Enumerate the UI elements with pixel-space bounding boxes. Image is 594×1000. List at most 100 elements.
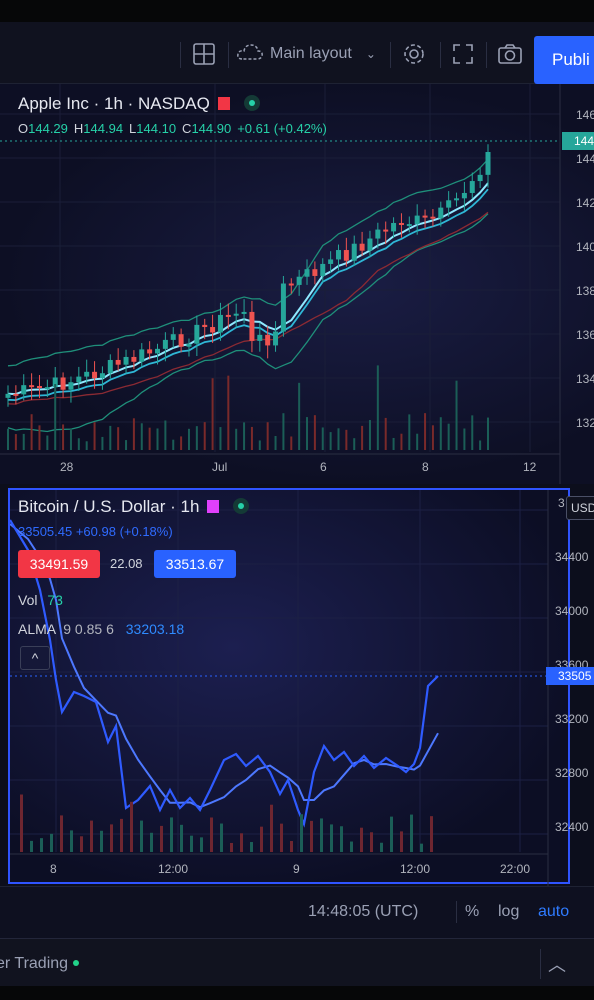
volume-bar bbox=[240, 833, 243, 852]
volume-bar bbox=[310, 820, 313, 852]
time-axis-label: 12:00 bbox=[158, 862, 189, 876]
volume-bar bbox=[132, 418, 135, 450]
bollinger-upper-band bbox=[7, 158, 489, 367]
cloud-icon bbox=[236, 42, 264, 67]
volume-bar bbox=[70, 830, 73, 852]
flag-icon[interactable] bbox=[207, 500, 220, 513]
volume-bar bbox=[80, 836, 83, 852]
candle-body bbox=[178, 334, 184, 347]
volume-label: Vol bbox=[18, 592, 38, 608]
volume-indicator-legend[interactable]: Vol 73 bbox=[18, 592, 63, 608]
candle-body bbox=[265, 334, 271, 346]
utc-clock[interactable]: 14:48:05 (UTC) bbox=[308, 903, 419, 920]
ohlc-key: H bbox=[73, 121, 84, 136]
candle-body bbox=[257, 334, 263, 341]
alma-value: 33203.18 bbox=[125, 621, 185, 637]
medium-moving-average-line bbox=[7, 188, 489, 402]
volume-bar bbox=[350, 841, 353, 852]
volume-bar bbox=[408, 414, 411, 450]
volume-bar bbox=[235, 428, 238, 450]
price-axis-label: 32400 bbox=[555, 820, 589, 834]
chevron-up-icon[interactable]: ︿ bbox=[548, 955, 566, 975]
candle-body bbox=[398, 222, 404, 225]
candle-body bbox=[391, 222, 397, 232]
volume-bar bbox=[320, 818, 323, 852]
candle-body bbox=[304, 269, 310, 277]
camera-icon[interactable] bbox=[494, 38, 526, 70]
volume-bar bbox=[140, 820, 143, 852]
candle-body bbox=[328, 259, 334, 264]
volume-bar bbox=[298, 382, 301, 450]
toolbar-separator bbox=[440, 42, 441, 68]
candle-body bbox=[320, 263, 326, 276]
candle-body bbox=[139, 349, 145, 362]
bitcoin-chart-canvas[interactable] bbox=[10, 490, 572, 886]
volume-bar bbox=[156, 428, 159, 450]
volume-bar bbox=[410, 814, 413, 852]
volume-bar bbox=[120, 818, 123, 852]
candle-body bbox=[249, 311, 255, 341]
candle-body bbox=[68, 382, 74, 390]
volume-bar bbox=[187, 428, 190, 450]
bitcoin-chart-pane[interactable] bbox=[8, 488, 572, 886]
volume-bar bbox=[150, 832, 153, 852]
grid-layout-icon[interactable] bbox=[188, 38, 220, 70]
bitcoin-last-price-line: 33505.45 +60.98 (+0.18%) bbox=[18, 524, 173, 539]
layout-selector[interactable]: Main layout ⌄ bbox=[236, 38, 386, 70]
auto-scale-toggle[interactable]: auto bbox=[538, 903, 570, 920]
bottom-bar-separator bbox=[456, 901, 457, 923]
candle-body bbox=[52, 377, 58, 388]
volume-bar bbox=[321, 427, 324, 450]
fullscreen-icon[interactable] bbox=[448, 38, 478, 70]
candle-body bbox=[469, 181, 475, 193]
volume-bar bbox=[110, 824, 113, 852]
fast-moving-average-line bbox=[7, 182, 489, 396]
alma-label: ALMA bbox=[18, 621, 56, 637]
time-axis-label: 9 bbox=[293, 862, 300, 876]
volume-bar bbox=[101, 436, 104, 450]
volume-bar bbox=[370, 832, 373, 852]
candle-body bbox=[170, 334, 176, 340]
bitcoin-legend[interactable]: Bitcoin / U.S. Dollar · 1h bbox=[18, 497, 250, 517]
volume-bar bbox=[353, 438, 356, 450]
candle-body bbox=[217, 314, 223, 333]
volume-bar bbox=[455, 380, 458, 450]
candle-body bbox=[477, 174, 483, 182]
volume-value: 73 bbox=[47, 592, 63, 608]
volume-bar bbox=[290, 840, 293, 852]
apple-legend[interactable]: Apple Inc · 1h · NASDAQ bbox=[18, 94, 260, 114]
volume-bar bbox=[60, 815, 63, 852]
apple-chart-pane[interactable] bbox=[0, 84, 594, 484]
volume-bar bbox=[431, 425, 434, 450]
candle-body bbox=[202, 324, 208, 328]
volume-bar bbox=[416, 433, 419, 450]
volume-bar bbox=[85, 441, 88, 450]
candle-body bbox=[454, 198, 460, 201]
candle-body bbox=[343, 250, 349, 261]
candle-body bbox=[29, 385, 35, 388]
alma-indicator-legend[interactable]: ALMA 9 0.85 6 33203.18 bbox=[18, 621, 184, 637]
percent-scale-toggle[interactable]: % bbox=[465, 903, 480, 920]
apple-chart-canvas[interactable] bbox=[0, 84, 594, 484]
currency-selector[interactable]: USD bbox=[566, 496, 594, 520]
volume-bar bbox=[109, 425, 112, 450]
price-axis-label: 32800 bbox=[555, 766, 589, 780]
candle-body bbox=[21, 385, 27, 395]
collapse-legend-button[interactable]: ^ bbox=[20, 646, 50, 670]
sell-price-button[interactable]: 33491.59 bbox=[18, 550, 100, 578]
volume-bar bbox=[203, 422, 206, 450]
volume-bar bbox=[14, 434, 17, 450]
volume-bar bbox=[330, 824, 333, 852]
buy-price-button[interactable]: 33513.67 bbox=[154, 550, 236, 578]
trading-panel-tab[interactable]: er Trading bbox=[0, 955, 80, 973]
volume-bar bbox=[195, 426, 198, 450]
volume-bar bbox=[243, 422, 246, 450]
bitcoin-symbol-title: Bitcoin / U.S. Dollar · 1h bbox=[18, 497, 200, 516]
price-axis-label: 144 bbox=[576, 152, 594, 166]
publish-button[interactable]: Publi bbox=[534, 36, 594, 84]
gear-icon[interactable] bbox=[398, 38, 430, 70]
log-scale-toggle[interactable]: log bbox=[498, 903, 520, 920]
volume-bar bbox=[340, 826, 343, 852]
flag-icon[interactable] bbox=[217, 97, 230, 110]
volume-bar bbox=[77, 438, 80, 450]
